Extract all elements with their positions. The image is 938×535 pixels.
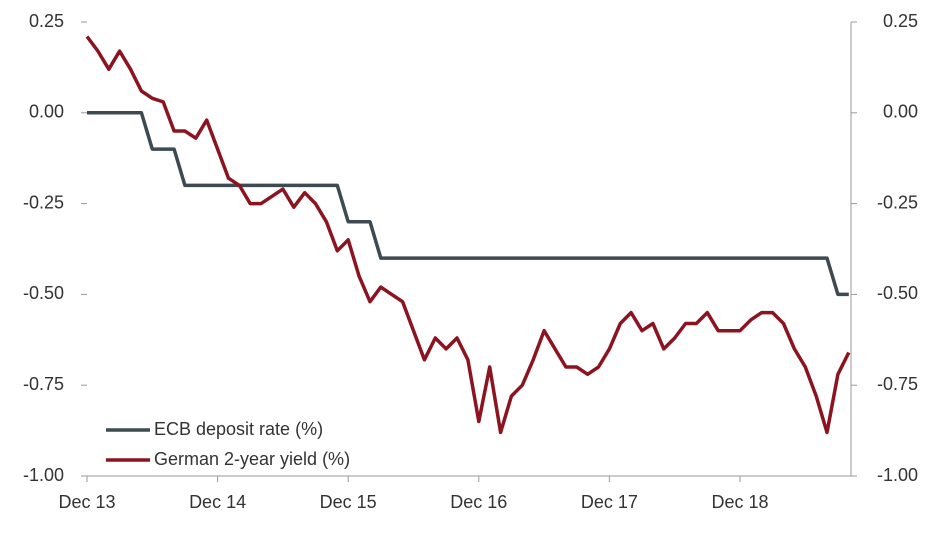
x-tick-label: Dec 16	[450, 492, 507, 512]
series-line	[85, 35, 851, 435]
x-tick-label: Dec 15	[320, 492, 377, 512]
x-tick-label: Dec 18	[711, 492, 768, 512]
x-tick-label: Dec 17	[581, 492, 638, 512]
y-tick-label: -0.50	[23, 283, 64, 303]
x-tick-label: Dec 13	[58, 492, 115, 512]
y-tick-label: -0.75	[23, 374, 64, 394]
legend-label: German 2-year yield (%)	[154, 449, 350, 469]
y2-tick-label: -0.50	[877, 283, 918, 303]
y-tick-label: -0.25	[23, 192, 64, 212]
y2-tick-label: 0.25	[883, 11, 918, 31]
y2-tick-label: -0.25	[877, 192, 918, 212]
y2-tick-label: -0.75	[877, 374, 918, 394]
y2-tick-label: 0.00	[883, 102, 918, 122]
y-tick-label: -1.00	[23, 465, 64, 485]
series-line	[87, 111, 849, 297]
legend-label: ECB deposit rate (%)	[154, 419, 323, 439]
y-tick-label: 0.25	[29, 11, 64, 31]
y2-tick-label: -1.00	[877, 465, 918, 485]
y-tick-label: 0.00	[29, 102, 64, 122]
x-tick-label: Dec 14	[189, 492, 246, 512]
